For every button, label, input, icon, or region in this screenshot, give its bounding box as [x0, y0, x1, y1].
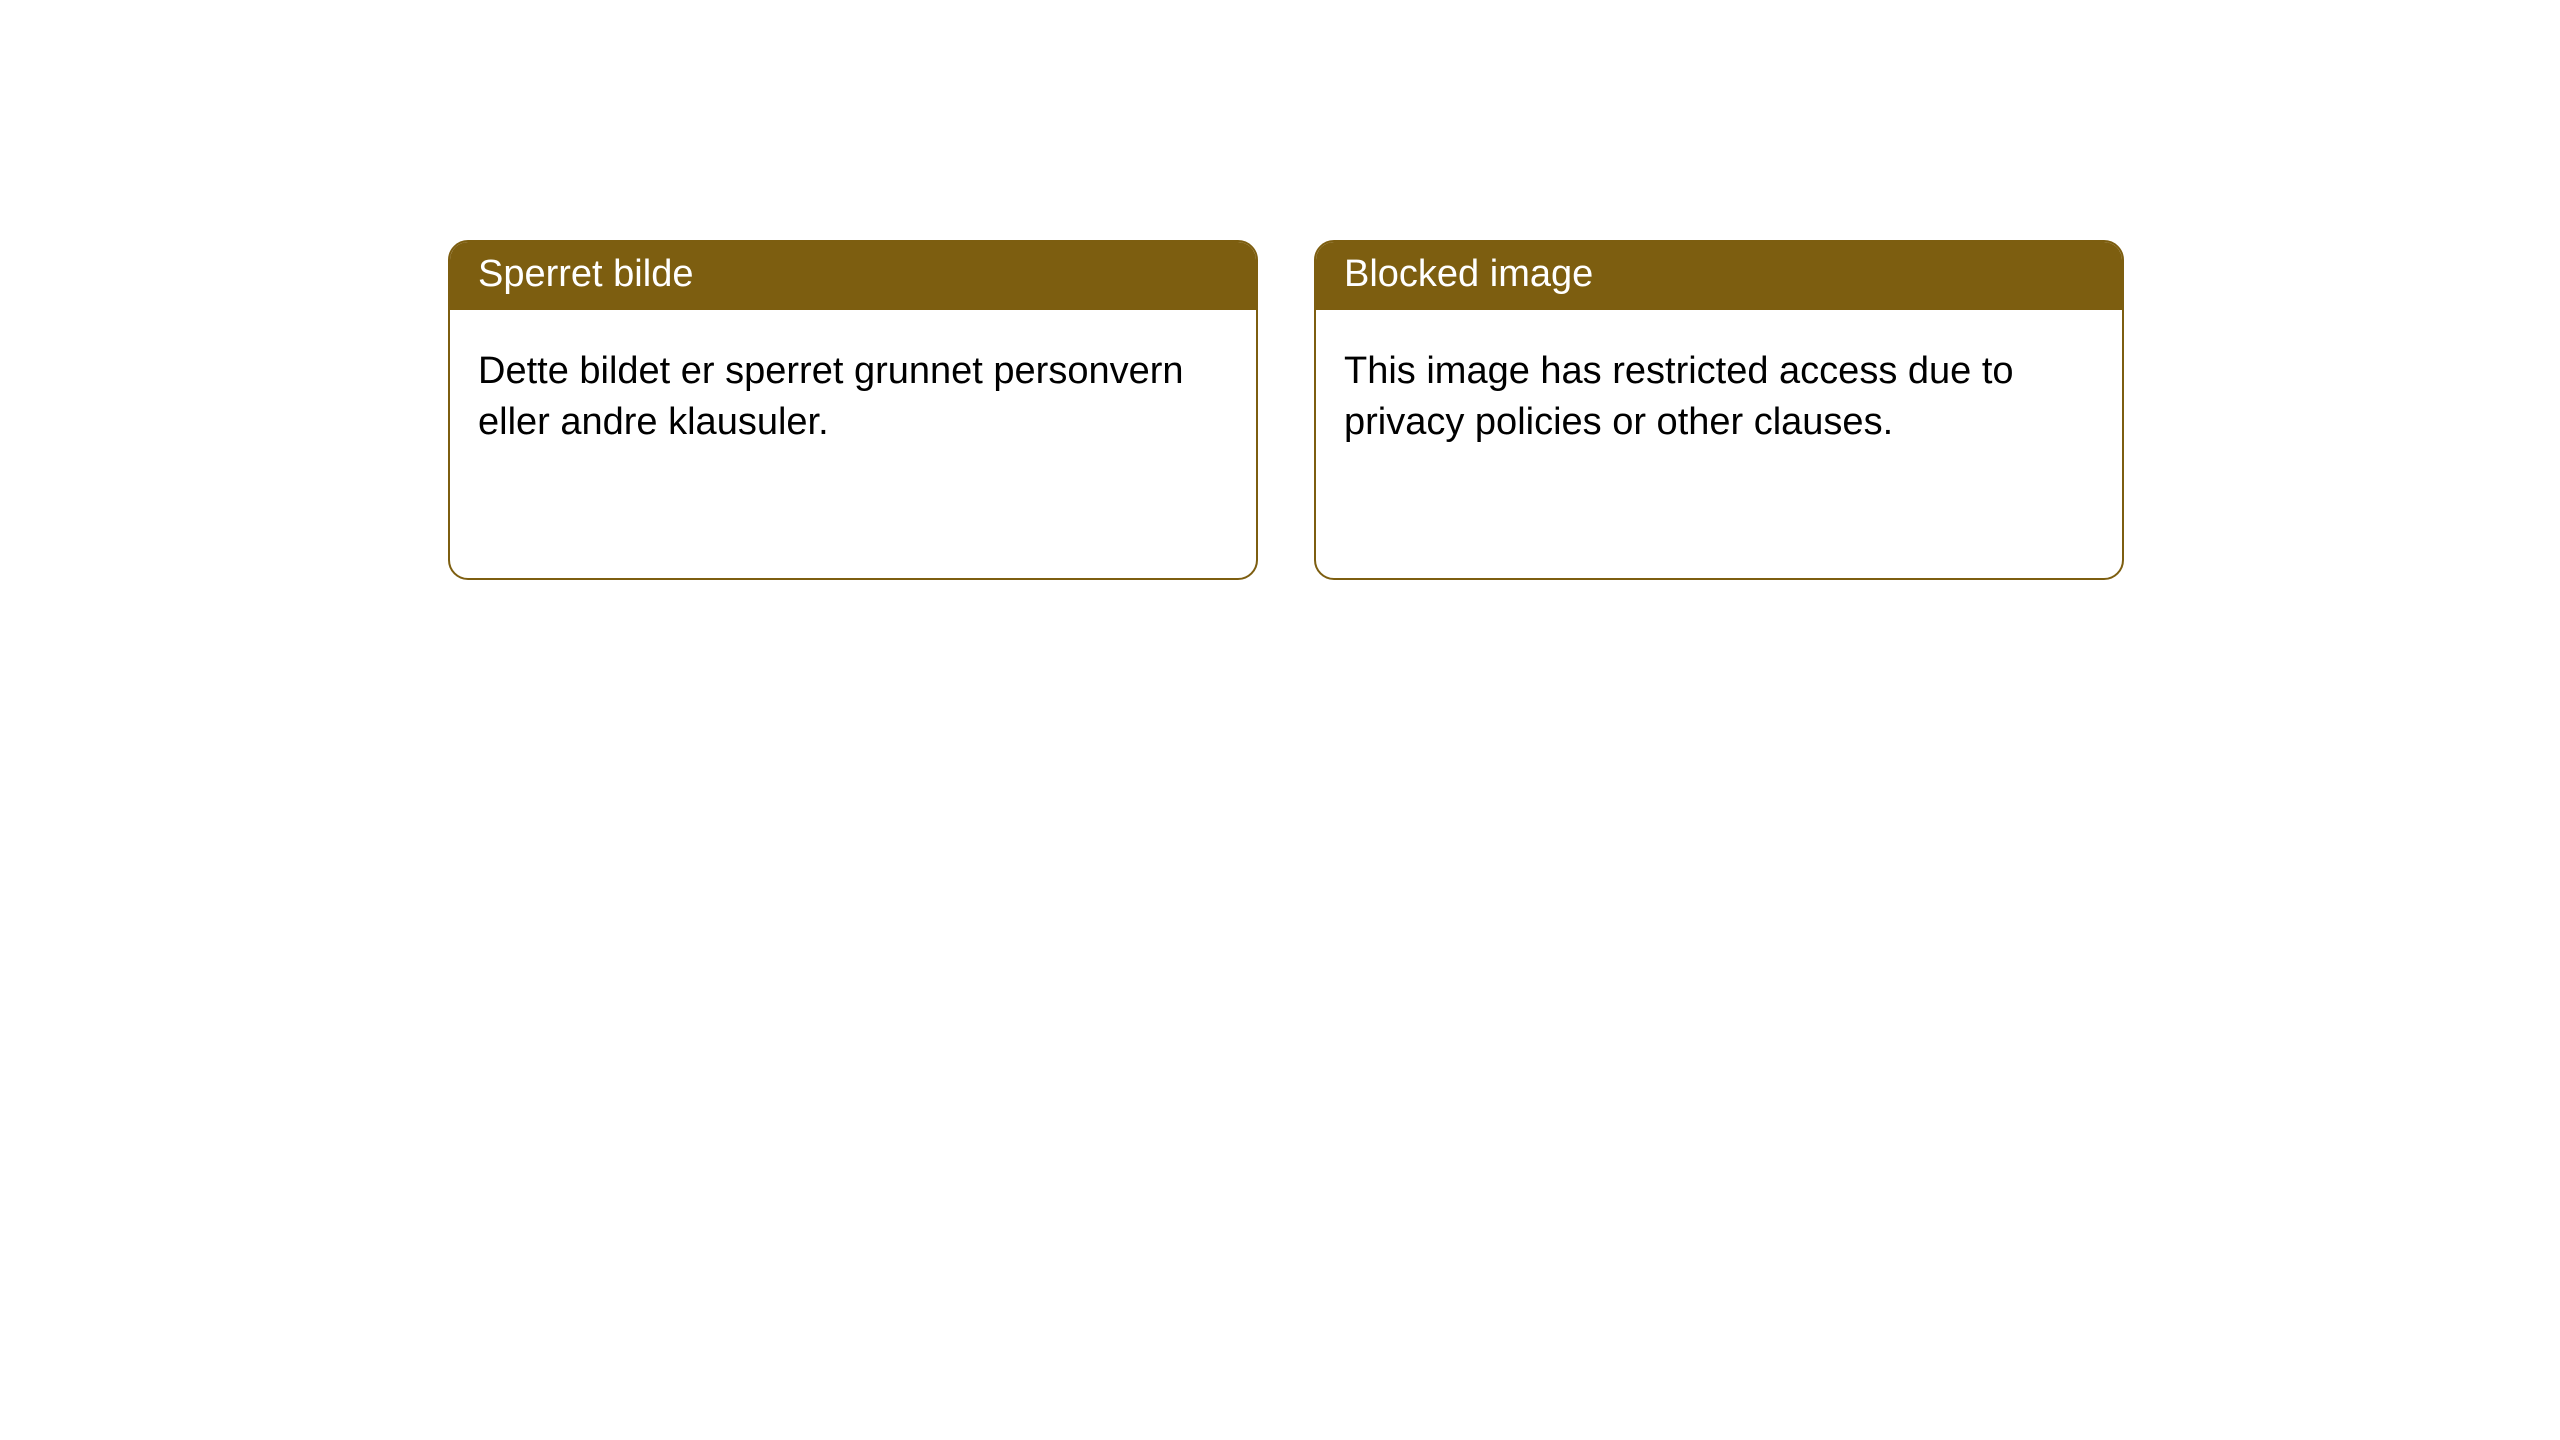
blocked-image-card-en: Blocked image This image has restricted … [1314, 240, 2124, 580]
card-body: Dette bildet er sperret grunnet personve… [450, 310, 1256, 485]
card-title: Sperret bilde [478, 253, 693, 295]
card-header: Sperret bilde [450, 242, 1256, 310]
card-header: Blocked image [1316, 242, 2122, 310]
notice-container: Sperret bilde Dette bildet er sperret gr… [0, 0, 2560, 580]
card-message: Dette bildet er sperret grunnet personve… [478, 350, 1184, 443]
card-message: This image has restricted access due to … [1344, 350, 2014, 443]
card-title: Blocked image [1344, 253, 1593, 295]
blocked-image-card-no: Sperret bilde Dette bildet er sperret gr… [448, 240, 1258, 580]
card-body: This image has restricted access due to … [1316, 310, 2122, 485]
